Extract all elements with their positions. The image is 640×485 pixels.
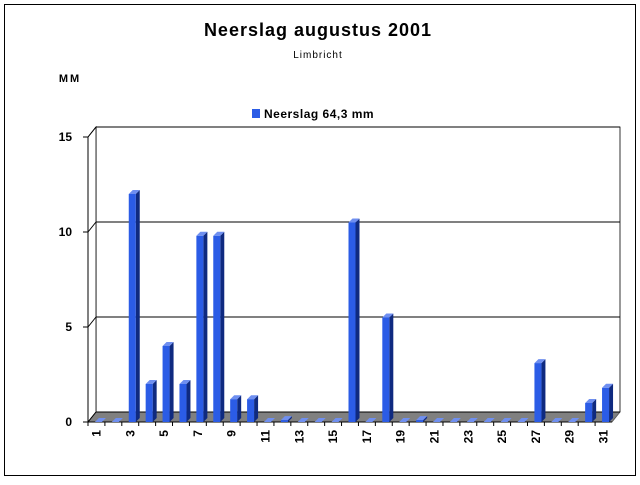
y-tick-label: 0 [65, 415, 72, 429]
bar [382, 317, 390, 422]
bar [213, 235, 221, 422]
x-tick-label: 27 [529, 430, 543, 444]
bar [602, 387, 610, 422]
bar-top [365, 418, 377, 422]
x-tick-label: 25 [495, 430, 509, 444]
bar-top [247, 395, 259, 400]
x-tick-label: 17 [360, 430, 374, 444]
bar-top [297, 418, 309, 422]
y-tick-label: 10 [59, 225, 73, 239]
bar-side [237, 395, 242, 422]
bar-side [203, 231, 208, 422]
legend-label: Neerslag 64,3 mm [264, 107, 374, 121]
grid-line [87, 221, 97, 233]
chart-subtitle: Limbricht [293, 50, 343, 61]
y-axis-label: MM [59, 73, 81, 85]
bar-top [602, 383, 614, 388]
bar-top [162, 342, 174, 346]
grid-line [87, 316, 97, 328]
x-tick-label: 5 [157, 430, 171, 437]
x-tick-label: 7 [191, 430, 205, 437]
x-tick-label: 9 [225, 430, 239, 437]
bar-top [382, 313, 394, 318]
bar-side [169, 342, 174, 422]
bar [162, 346, 170, 422]
bar [196, 235, 204, 422]
bar [534, 363, 542, 422]
side-wall [87, 125, 97, 424]
grid-line [87, 126, 97, 138]
bar-top [145, 380, 157, 384]
x-tick-label: 21 [428, 430, 442, 444]
y-tick-label: 15 [59, 130, 73, 144]
bar [585, 403, 593, 422]
bar-top [449, 418, 461, 422]
legend-swatch [252, 109, 260, 118]
bar-top [585, 399, 597, 403]
bar-top [568, 418, 580, 422]
bar [128, 194, 136, 422]
bar-side [287, 416, 292, 422]
bar-top [111, 418, 123, 422]
bar [416, 420, 424, 422]
bar-top [433, 418, 445, 422]
bar-top [517, 418, 529, 422]
x-tick-label: 23 [461, 430, 475, 444]
frame [4, 4, 636, 476]
bar-side [220, 231, 225, 422]
x-tick-label: 1 [89, 430, 103, 437]
bar-top [466, 418, 478, 422]
bar-top [416, 416, 428, 421]
bar-top [500, 418, 512, 422]
x-tick-label: 29 [563, 430, 577, 444]
bar-top [128, 190, 140, 194]
bar [247, 399, 255, 422]
bar-side [389, 313, 394, 422]
bar-side [592, 399, 597, 422]
bar-side [254, 395, 259, 422]
x-tick-label: 15 [326, 430, 340, 444]
chart-title: Neerslag augustus 2001 [204, 20, 432, 40]
bar [230, 399, 238, 422]
x-tick-label: 13 [292, 430, 306, 444]
bar-side [186, 380, 191, 422]
bar-top [280, 416, 292, 421]
x-tick-label: 19 [394, 430, 408, 444]
bar-top [263, 418, 275, 422]
bar-top [483, 418, 495, 422]
bar-top [348, 218, 360, 223]
grid-line [87, 411, 97, 423]
bar-top [551, 418, 563, 422]
bar-top [213, 231, 225, 236]
bar-side [423, 416, 428, 422]
bar-side [355, 218, 360, 422]
y-tick-label: 5 [65, 320, 72, 334]
bar [348, 222, 356, 422]
bar [280, 420, 288, 422]
bar-side [152, 380, 157, 422]
bar-top [534, 359, 546, 364]
bar-side [135, 190, 140, 422]
bar-top [314, 418, 326, 422]
bar-top [230, 395, 242, 400]
bar-side [541, 359, 546, 422]
bar-side [609, 383, 614, 422]
x-tick-label: 31 [597, 430, 611, 444]
bar-top [94, 418, 106, 422]
bar [145, 384, 153, 422]
x-tick-label: 11 [258, 430, 272, 443]
bar-top [331, 418, 343, 422]
bar-top [399, 418, 411, 422]
bar-top [196, 231, 208, 236]
bar-top [179, 380, 191, 384]
x-tick-label: 3 [123, 430, 137, 437]
bar [179, 384, 187, 422]
